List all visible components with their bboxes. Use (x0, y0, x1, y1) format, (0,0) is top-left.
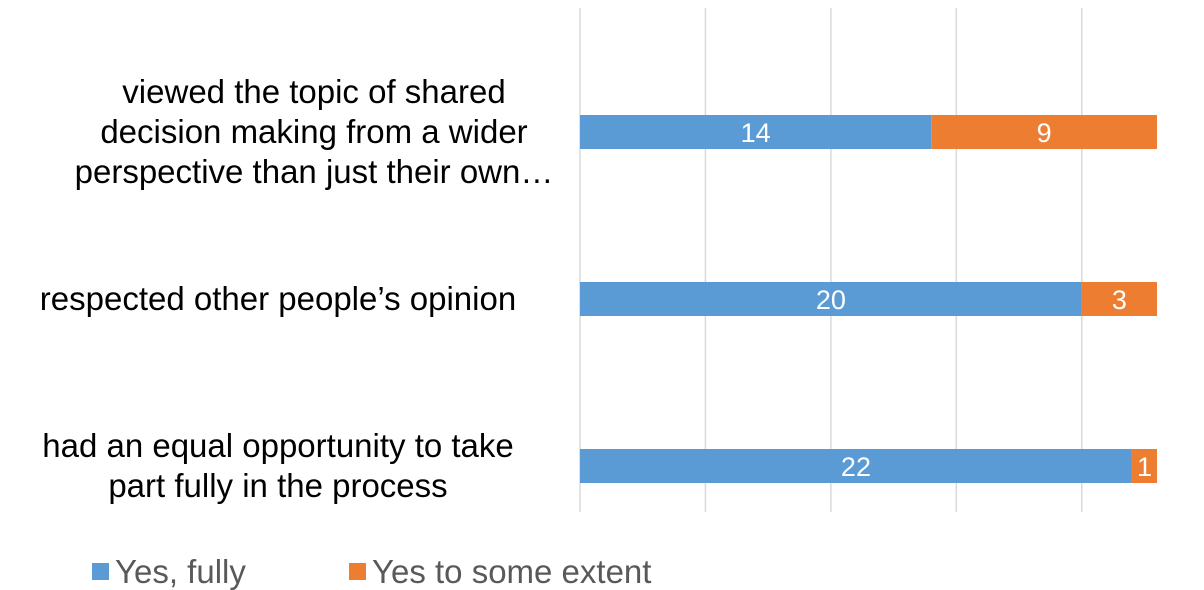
bar-segment (580, 282, 1082, 316)
bar-segment (931, 115, 1157, 149)
category-label: decision making from a wider (100, 113, 527, 150)
data-label: 14 (741, 118, 771, 148)
bar-segment (1131, 449, 1157, 483)
data-label: 3 (1112, 285, 1127, 315)
category-label: respected other people’s opinion (40, 280, 516, 317)
bars: 14 9 20 3 22 1 (580, 115, 1157, 483)
legend: Yes, fully Yes to some extent (92, 553, 651, 590)
gridlines (579, 8, 1083, 512)
data-label: 20 (816, 285, 846, 315)
category-label: had an equal opportunity to take (42, 427, 514, 464)
category-label: part fully in the process (108, 467, 447, 504)
category-label: viewed the topic of shared (122, 73, 505, 110)
bar-segment (1081, 282, 1157, 316)
category-label: perspective than just their own… (75, 153, 554, 190)
legend-swatch (349, 563, 366, 580)
legend-swatch (92, 563, 109, 580)
data-label: 1 (1137, 452, 1152, 482)
data-label: 22 (841, 452, 871, 482)
data-label: 9 (1037, 118, 1052, 148)
legend-label: Yes to some extent (372, 553, 651, 590)
bar-segment (580, 115, 932, 149)
bar-segment (580, 449, 1132, 483)
legend-label: Yes, fully (115, 553, 246, 590)
